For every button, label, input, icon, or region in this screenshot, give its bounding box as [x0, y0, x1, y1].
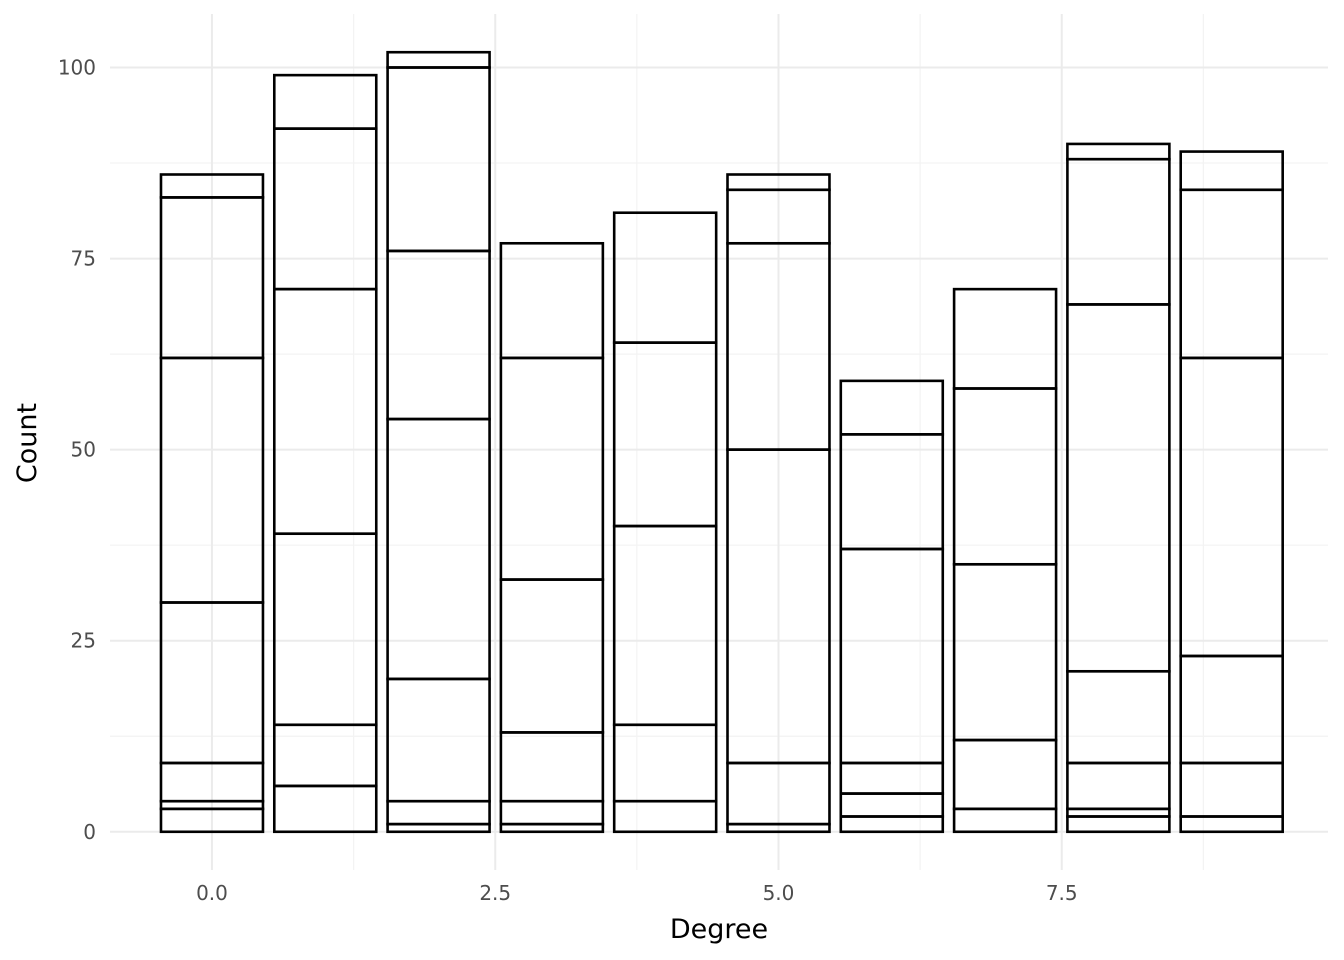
bar-stack [839, 379, 945, 834]
bar-segment [386, 799, 491, 826]
bar-segment [1066, 669, 1171, 765]
bar-stack [272, 73, 378, 834]
bar-stack [499, 241, 605, 834]
y-tick-label: 25 [71, 629, 96, 653]
bar-segment [386, 50, 491, 69]
minor-gridlines [110, 14, 1328, 870]
bar-stack [726, 173, 831, 834]
x-tick-label: 2.5 [479, 881, 511, 905]
bar-segment [1179, 356, 1284, 658]
bar-segment [952, 738, 1058, 811]
bar-segment [386, 249, 491, 421]
y-tick-label: 100 [58, 56, 96, 80]
bar-segment [952, 562, 1058, 742]
bar-segment [1066, 761, 1171, 811]
bar-segment [839, 547, 945, 765]
bar-stack [159, 173, 265, 834]
x-axis-title: Degree [670, 914, 768, 945]
bar-stack [612, 211, 718, 834]
bar-segment [1179, 188, 1284, 360]
bar-segment [499, 578, 605, 734]
bar-segment [159, 173, 265, 199]
bar-stack [386, 50, 491, 834]
bar-segment [499, 799, 605, 826]
major-gridlines [110, 14, 1328, 870]
y-axis-title: Count [12, 403, 43, 483]
bar-segment [272, 127, 378, 291]
bars [159, 50, 1284, 834]
bar-segment [1066, 142, 1171, 161]
bar-segment [839, 379, 945, 436]
bar-segment [272, 784, 378, 834]
bar-segment [1179, 815, 1284, 834]
bar-segment [499, 241, 605, 360]
x-tick-label: 0.0 [196, 881, 228, 905]
bar-segment [952, 287, 1058, 390]
x-axis-ticks: 0.0 2.5 5.0 7.5 [196, 881, 1078, 905]
bar-segment [839, 815, 945, 834]
bar-stack [952, 287, 1058, 834]
bar-segment [612, 799, 718, 834]
bar-segment [386, 66, 491, 253]
bar-segment [272, 73, 378, 130]
x-tick-label: 5.0 [763, 881, 795, 905]
bar-stack [1066, 142, 1171, 834]
y-tick-label: 50 [71, 438, 96, 462]
bar-segment [839, 433, 945, 551]
bar-segment [272, 723, 378, 788]
bar-segment [386, 677, 491, 803]
bar-segment [1066, 303, 1171, 673]
bar-stack [1179, 150, 1284, 834]
bar-segment [612, 341, 718, 528]
y-axis-ticks: 0 25 50 75 100 [58, 56, 96, 844]
bar-segment [272, 532, 378, 727]
bar-segment [499, 731, 605, 803]
bar-segment [1179, 654, 1284, 765]
bar-segment [499, 356, 605, 581]
y-tick-label: 0 [83, 820, 96, 844]
bar-segment [952, 807, 1058, 834]
bar-segment [272, 287, 378, 536]
bar-segment [839, 761, 945, 795]
bar-segment [612, 524, 718, 727]
bar-segment [1066, 815, 1171, 834]
bar-segment [612, 211, 718, 344]
bar-segment [1066, 157, 1171, 306]
bar-segment [952, 387, 1058, 566]
bar-segment [1179, 150, 1284, 192]
y-tick-label: 75 [71, 247, 96, 271]
bar-segment [839, 792, 945, 818]
bar-segment [726, 173, 831, 192]
x-tick-label: 7.5 [1046, 881, 1078, 905]
bar-segment [1179, 761, 1284, 818]
